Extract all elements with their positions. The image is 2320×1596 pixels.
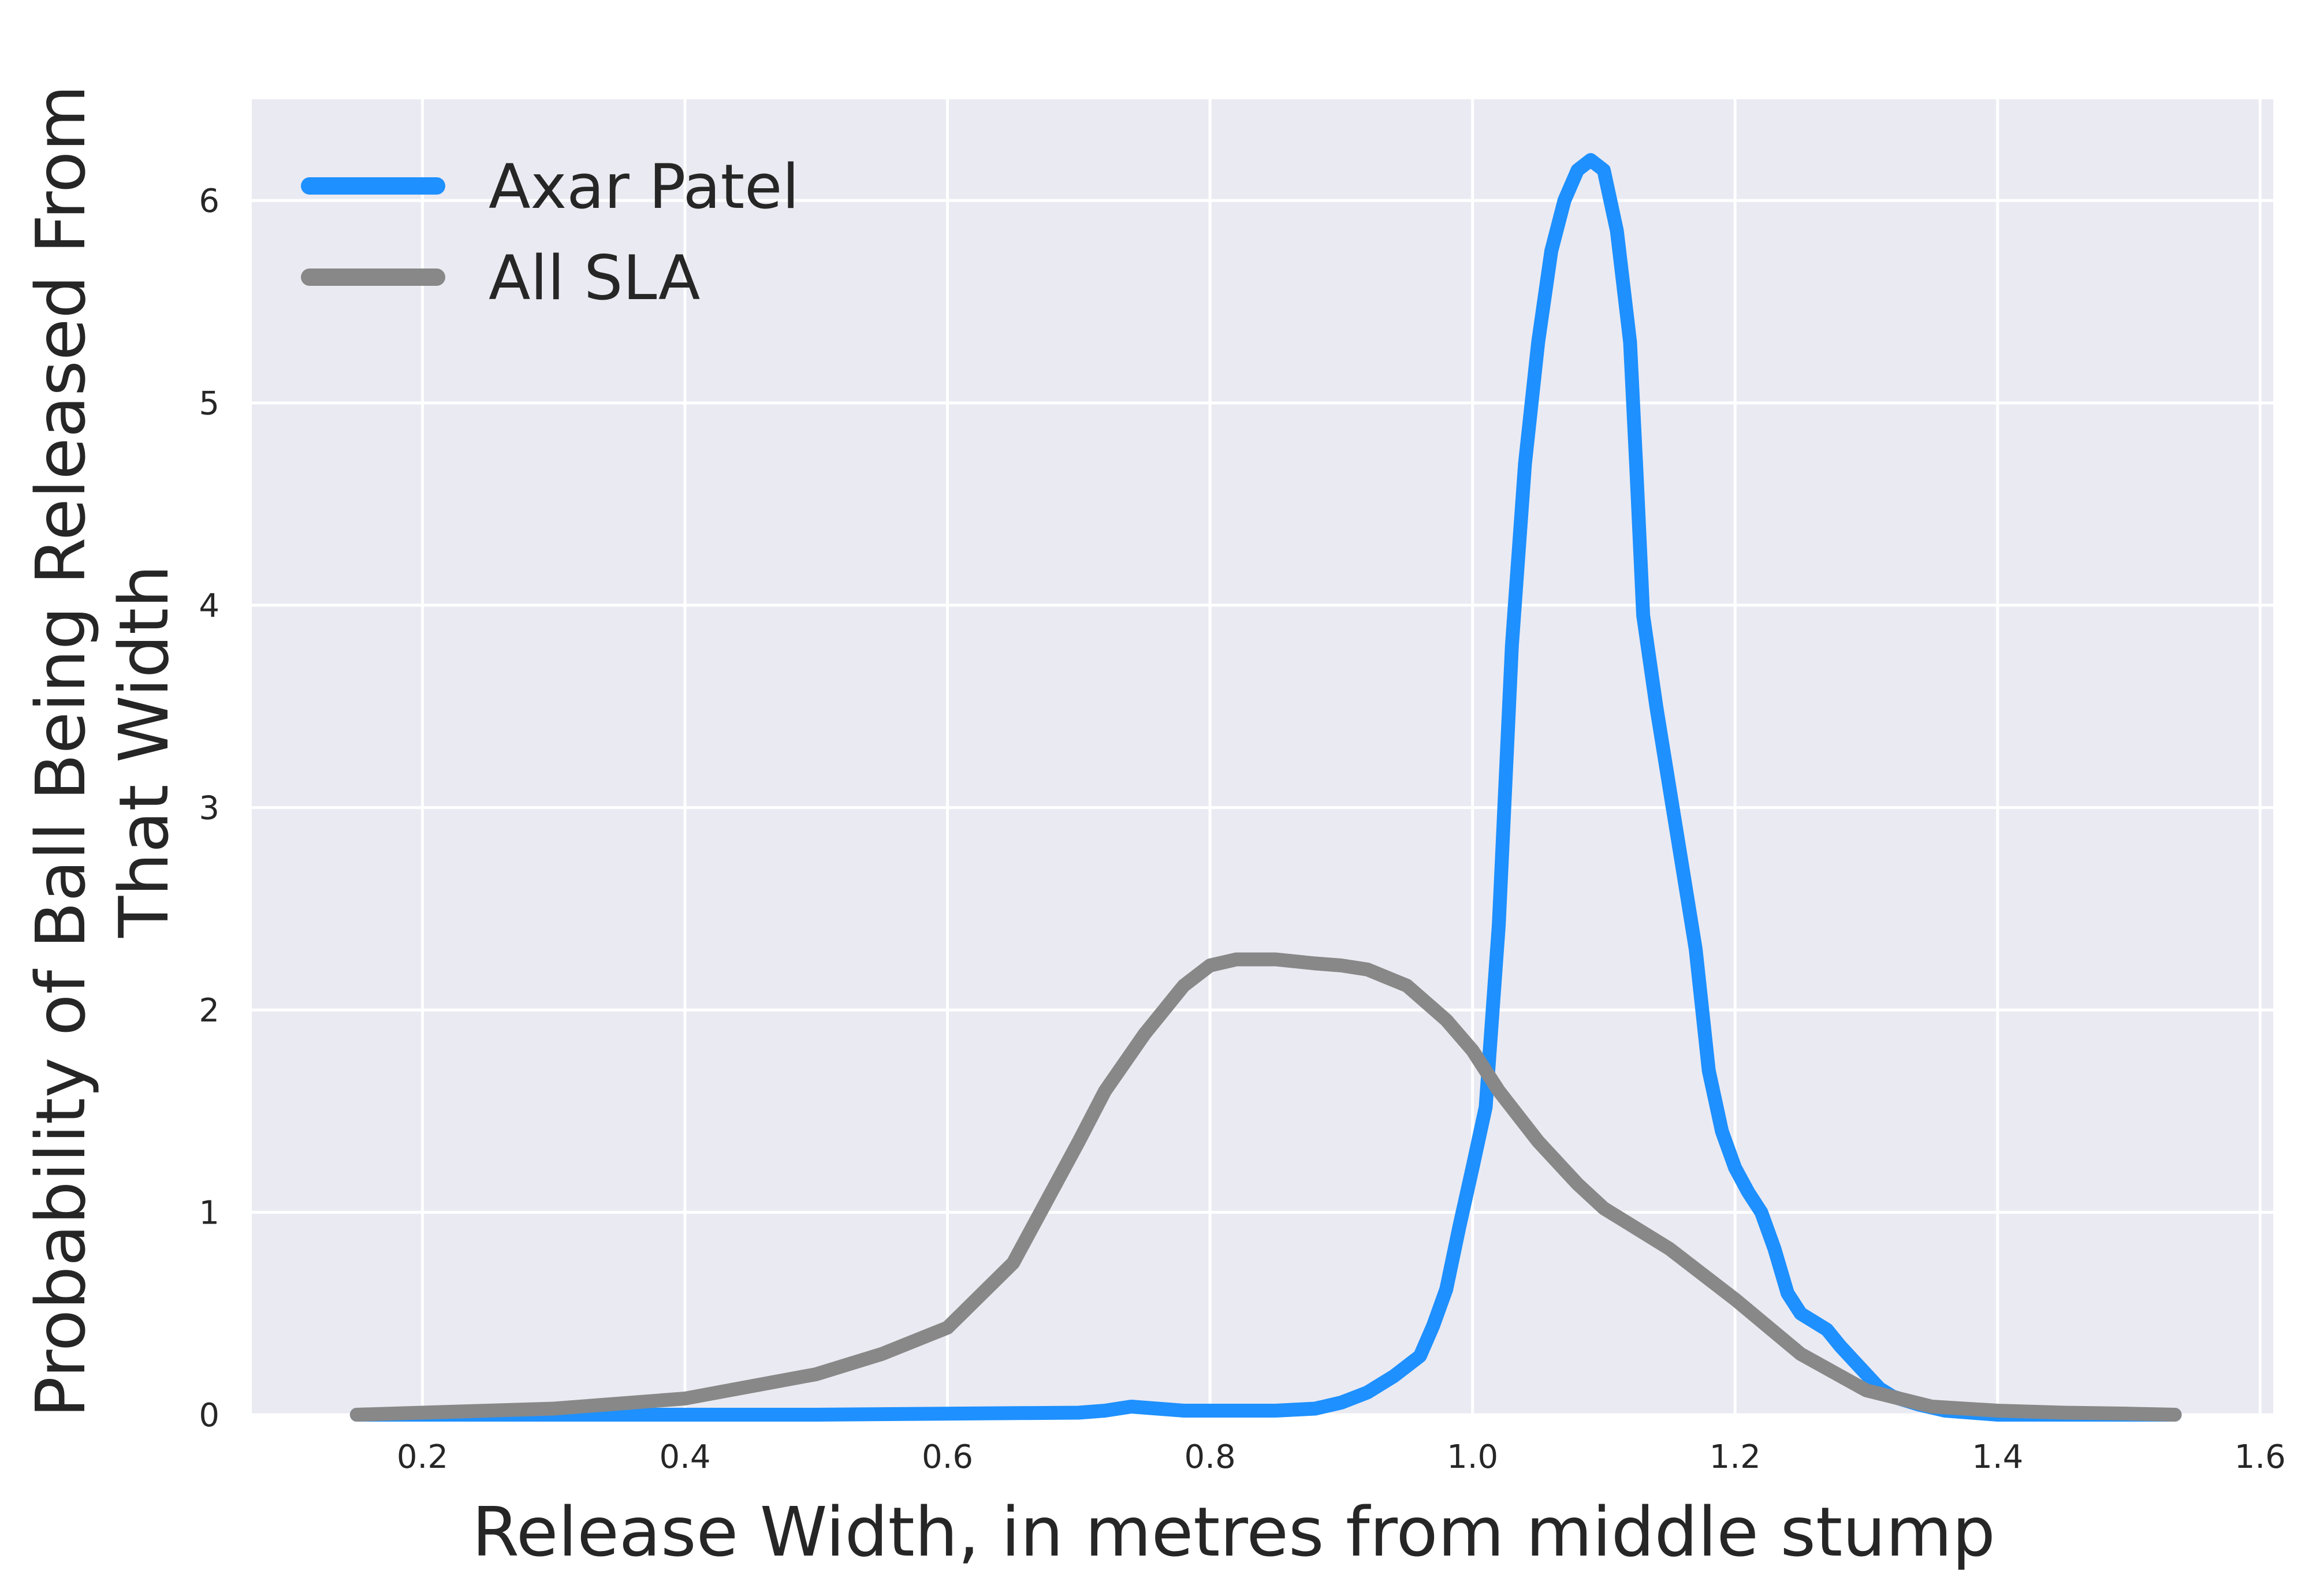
legend-label-all-sla: All SLA <box>489 243 700 314</box>
series-line-axar-patel <box>349 153 2182 1422</box>
y-axis-title-line-1: Probability of Ball Being Released From <box>21 85 100 1418</box>
x-tick-label: 1.4 <box>1972 1438 2023 1476</box>
x-tick-label: 1.2 <box>1710 1438 1761 1476</box>
x-tick-label: 1.6 <box>2235 1438 2286 1476</box>
x-tick-label: 0.8 <box>1185 1438 1236 1476</box>
x-tick-label: 0.4 <box>659 1438 710 1476</box>
y-tick-label: 5 <box>199 385 219 423</box>
x-axis-title: Release Width, in metres from middle stu… <box>472 1492 1995 1572</box>
series-line-all-sla <box>349 952 2182 1422</box>
y-axis-title: Probability of Ball Being Released From … <box>21 85 184 1418</box>
legend: Axar Patel All SLA <box>301 151 799 314</box>
tick-labels: 0.2 0.4 0.6 0.8 1.0 1.2 1.4 1.6 0 1 2 3 4 5 6 <box>199 182 2285 1476</box>
legend-label-axar-patel: Axar Patel <box>489 151 799 222</box>
y-tick-label: 6 <box>199 182 219 220</box>
y-tick-label: 0 <box>199 1397 219 1434</box>
y-tick-label: 4 <box>199 587 219 625</box>
x-tick-label: 1.0 <box>1447 1438 1498 1476</box>
y-axis-title-line-2: That Width <box>104 565 184 938</box>
x-tick-label: 0.2 <box>397 1438 448 1476</box>
y-tick-label: 3 <box>199 790 219 827</box>
x-tick-label: 0.6 <box>922 1438 973 1476</box>
series-lines <box>349 153 2182 1422</box>
y-tick-label: 2 <box>199 992 219 1030</box>
plot-area-background <box>252 99 2273 1415</box>
y-tick-label: 1 <box>199 1195 219 1232</box>
